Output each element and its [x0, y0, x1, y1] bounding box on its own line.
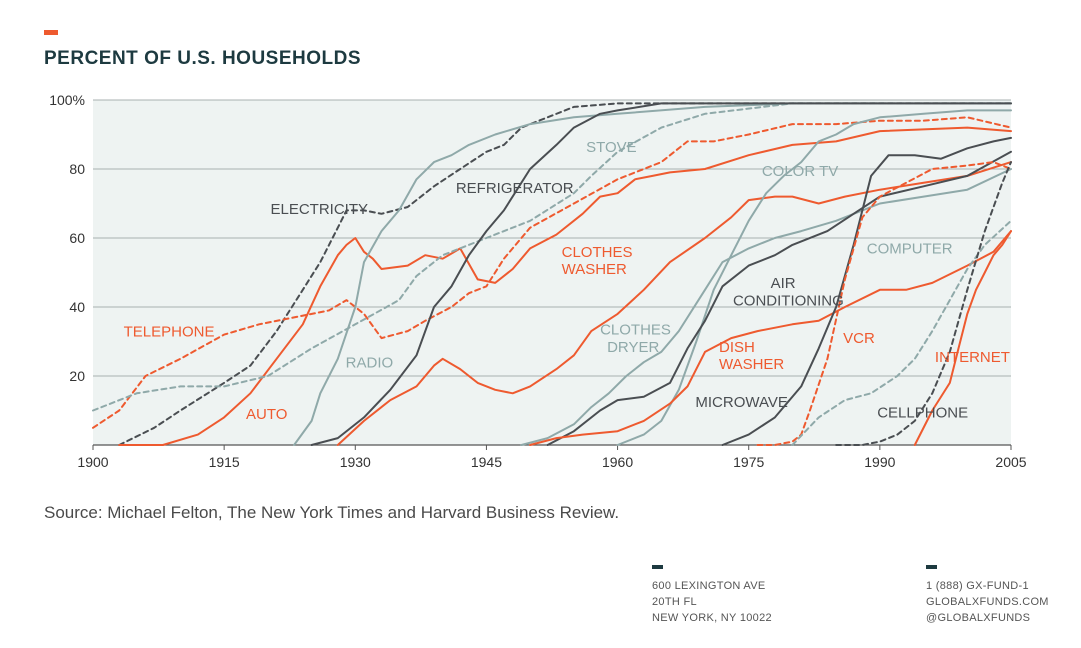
footer-social-handle[interactable]: @GLOBALXFUNDS: [926, 612, 1031, 624]
footer-address: 600 LEXINGTON AVE 20TH FL NEW YORK, NY 1…: [652, 578, 772, 626]
series-label: COLOR TV: [762, 163, 838, 180]
series-label: CLOTHES: [562, 244, 633, 261]
series-label: TELEPHONE: [124, 323, 215, 340]
series-label: INTERNET: [935, 349, 1010, 366]
series-label: RADIO: [346, 354, 394, 371]
series-line-air-conditioning: [546, 150, 1012, 446]
series-label: REFRIGERATOR: [456, 180, 574, 197]
series-line-clothes-washer: [336, 161, 1012, 446]
x-tick-label: 2005: [995, 454, 1026, 470]
footer-phone[interactable]: 1 (888) GX-FUND-1: [926, 580, 1029, 592]
x-tick-label: 1975: [733, 454, 764, 470]
footer-contact: 1 (888) GX-FUND-1 GLOBALXFUNDS.COM @GLOB…: [926, 578, 1049, 626]
series-line-dish-washer: [529, 230, 1012, 446]
series-label: DRYER: [607, 339, 659, 356]
series-line-computer: [791, 219, 1012, 446]
series-line-radio: [293, 102, 1012, 446]
series-label: CONDITIONING: [733, 292, 844, 309]
x-tick-label: 1960: [602, 454, 633, 470]
series-label: ELECTRICITY: [270, 201, 368, 218]
x-tick-label: 1900: [77, 454, 108, 470]
x-tick-label: 1945: [471, 454, 502, 470]
series-line-cellphone: [835, 161, 1012, 446]
series-line-clothes-dryer: [520, 168, 1012, 446]
footer-address-line: 600 LEXINGTON AVE: [652, 580, 766, 592]
plot-background: [93, 100, 1011, 445]
series-label: STOVE: [586, 139, 637, 156]
series-line-stove: [92, 102, 1012, 412]
series-label: WASHER: [719, 356, 784, 373]
y-tick-label: 20: [69, 368, 85, 384]
y-tick-label: 40: [69, 299, 85, 315]
x-tick-label: 1930: [340, 454, 371, 470]
series-line-electricity: [118, 102, 1012, 446]
series-label: CLOTHES: [600, 322, 671, 339]
series-line-internet: [913, 230, 1012, 446]
y-tick-label: 100%: [49, 92, 85, 108]
series-label: MICROWAVE: [695, 394, 788, 411]
series-line-color-tv: [616, 109, 1012, 446]
x-tick-label: 1990: [864, 454, 895, 470]
series-label: DISH: [719, 339, 755, 356]
series-line-microwave: [721, 136, 1012, 446]
source-note: Source: Michael Felton, The New York Tim…: [44, 503, 620, 522]
footer-address-line: NEW YORK, NY 10022: [652, 612, 772, 624]
series-label: COMPUTER: [867, 241, 953, 258]
footer-address-mark: [652, 565, 663, 569]
series-label: CELLPHONE: [877, 404, 968, 421]
y-tick-label: 60: [69, 230, 85, 246]
series-label: WASHER: [562, 261, 627, 278]
series-line-telephone: [92, 116, 1012, 429]
footer-address-line: 20TH FL: [652, 596, 697, 608]
series-line-refrigerator: [310, 102, 1012, 446]
series-label: AIR: [771, 275, 796, 292]
y-tick-label: 80: [69, 161, 85, 177]
page-title: PERCENT OF U.S. HOUSEHOLDS: [44, 48, 362, 69]
series-line-auto: [118, 126, 1012, 446]
series-label: VCR: [843, 330, 875, 347]
series-label: AUTO: [246, 406, 287, 423]
accent-dash: [44, 30, 58, 35]
footer-contact-mark: [926, 565, 937, 569]
footer-website-link[interactable]: GLOBALXFUNDS.COM: [926, 596, 1049, 608]
series-line-vcr: [756, 161, 1012, 446]
x-tick-label: 1915: [209, 454, 240, 470]
